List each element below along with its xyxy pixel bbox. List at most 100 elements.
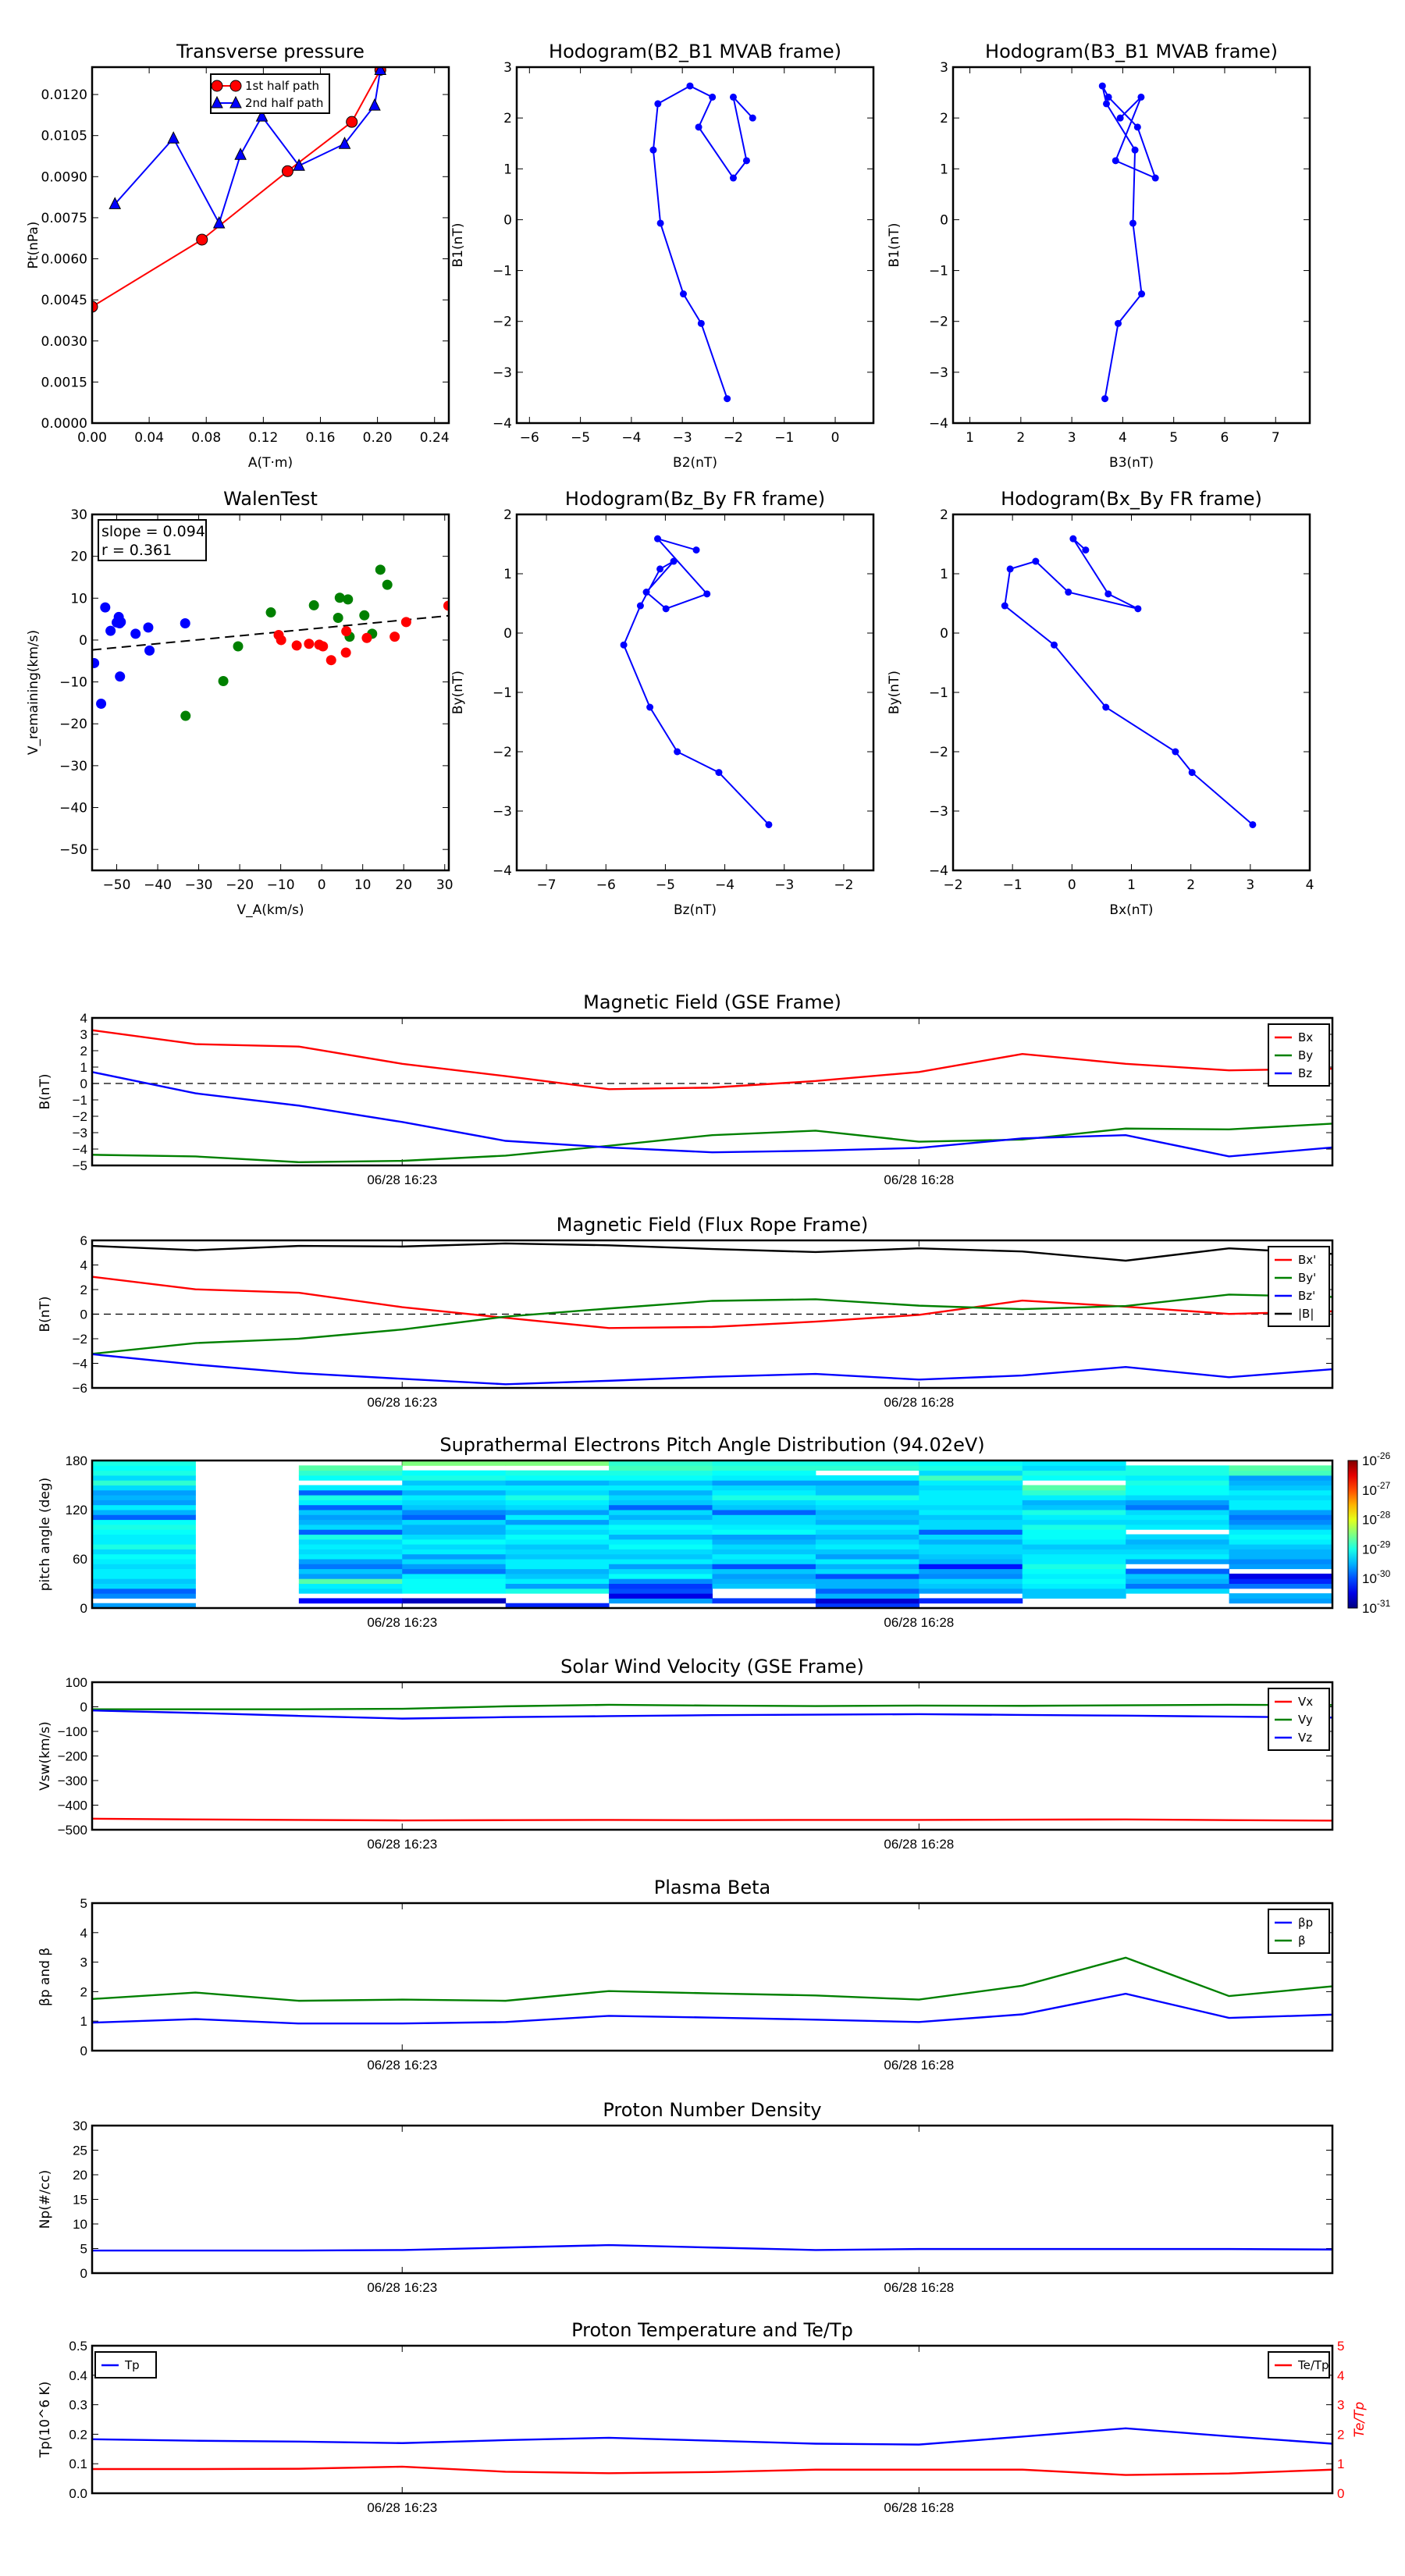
y-right-tick-label: 5 <box>1337 2339 1344 2354</box>
heatmap-cell <box>712 1489 816 1496</box>
data-point <box>229 80 242 92</box>
data-point <box>1065 589 1072 596</box>
heatmap-cell <box>712 1529 816 1535</box>
legend-label: By' <box>1298 1271 1316 1285</box>
data-point <box>709 93 717 101</box>
series-line <box>652 84 754 400</box>
heatmap-cell <box>1022 1495 1126 1500</box>
y-tick-label: −1 <box>929 685 948 701</box>
data-point <box>1112 157 1119 165</box>
heatmap-cell <box>919 1598 1023 1604</box>
data-point <box>1001 602 1008 610</box>
chart-proton-density: Proton Number Density 06/28 16:23 06/28 16… <box>37 2099 1334 2295</box>
x-tick-label: 10 <box>354 877 372 893</box>
chart-title: Hodogram(B2_B1 MVAB frame) <box>549 41 841 62</box>
legend-label: Vy <box>1298 1713 1313 1727</box>
data-point <box>692 546 700 554</box>
series-line <box>1101 85 1157 399</box>
y-tick-label: −300 <box>58 1774 87 1788</box>
y-tick-label: 30 <box>70 507 87 523</box>
x-tick-label: 06/28 16:23 <box>367 1837 437 1852</box>
y-tick-label: 0.0090 <box>41 169 87 185</box>
plot-frame <box>951 513 1311 872</box>
data-point <box>1172 748 1179 756</box>
y-tick-label: 0.0120 <box>41 87 87 103</box>
chart-magnetic-field-gse: Magnetic Field (GSE Frame) 06/28 16:23 06/… <box>37 991 1334 1187</box>
heatmap-cell <box>609 1559 713 1564</box>
heatmap-cell <box>298 1568 403 1574</box>
heatmap-cell <box>298 1489 403 1496</box>
y-tick-label: −2 <box>929 315 948 330</box>
heatmap-cell <box>92 1603 196 1609</box>
heatmap-cell <box>609 1519 713 1525</box>
data-point <box>703 590 711 598</box>
x-tick-label: 4 <box>1306 877 1314 893</box>
heatmap-cell <box>298 1500 403 1506</box>
heatmap-cell <box>92 1553 196 1560</box>
y-tick-label: 1 <box>503 162 512 177</box>
y-right-tick-label: 3 <box>1337 2398 1344 2413</box>
heatmap-cell <box>1229 1553 1333 1560</box>
colorbar-tick-label: 10-29 <box>1362 1539 1391 1557</box>
scatter-point <box>375 564 386 575</box>
x-tick-label: 0.16 <box>306 430 336 446</box>
plot-area <box>92 2427 1332 2476</box>
heatmap-cell <box>92 1578 196 1584</box>
plot-frame <box>91 1016 1334 1167</box>
heatmap-cell <box>919 1485 1023 1491</box>
heatmap-cell <box>402 1485 507 1491</box>
heatmap-cell <box>815 1504 919 1510</box>
heatmap-cell <box>1126 1514 1230 1521</box>
heatmap-cell <box>402 1480 507 1485</box>
heatmap-cell <box>298 1495 403 1500</box>
y-tick-label: −30 <box>59 759 87 774</box>
heatmap-cell <box>505 1524 610 1530</box>
heatmap-cell <box>815 1489 919 1496</box>
y-tick-label: 0.0105 <box>41 129 87 144</box>
heatmap-cell <box>712 1578 816 1584</box>
y-tick-label: 10 <box>73 2217 87 2232</box>
heatmap-cell <box>815 1583 919 1589</box>
series-line- <box>92 1956 1332 2002</box>
data-point <box>1249 820 1257 828</box>
data-point <box>1050 641 1058 649</box>
heatmap-cell <box>609 1573 713 1579</box>
data-point <box>338 137 351 149</box>
heatmap-cell <box>1126 1559 1230 1564</box>
heatmap-cell <box>505 1485 610 1491</box>
scatter-point <box>443 600 449 611</box>
heatmap-cell <box>815 1495 919 1500</box>
x-tick-label: −4 <box>715 877 735 893</box>
series-line-by <box>92 1293 1332 1355</box>
chart-title: Magnetic Field (Flux Rope Frame) <box>557 1214 868 1236</box>
heatmap-cell <box>712 1485 816 1491</box>
y-tick-label: 0 <box>79 633 87 649</box>
heatmap-cell <box>1022 1504 1126 1510</box>
heatmap-cell <box>1126 1573 1230 1579</box>
x-tick-label: 1 <box>1127 877 1136 893</box>
heatmap-cell <box>505 1559 610 1564</box>
scatter-point <box>180 710 191 721</box>
x-tick-label: 06/28 16:23 <box>367 1615 437 1630</box>
plot-area <box>92 67 387 313</box>
data-point <box>1098 82 1106 90</box>
data-point <box>293 158 305 171</box>
heatmap-cell <box>402 1544 507 1550</box>
data-point <box>674 748 681 756</box>
heatmap-cell <box>402 1578 507 1584</box>
y-tick-label: 20 <box>70 550 87 565</box>
y-tick-label: 1 <box>940 567 948 582</box>
data-point <box>1102 703 1110 711</box>
chart-title: Transverse pressure <box>176 41 365 62</box>
colorbar: 10-31 10-30 10-29 10-28 10-27 10-26 <box>1347 1450 1391 1616</box>
y-tick-label: −1 <box>929 264 948 279</box>
series-line-bz <box>92 1353 1332 1386</box>
y-tick-label: 0 <box>940 626 948 642</box>
heatmap-cell <box>609 1544 713 1550</box>
y-axis-label: V_remaining(km/s) <box>26 630 41 755</box>
heatmap-cell <box>402 1524 507 1530</box>
heatmap-cell <box>92 1519 196 1525</box>
x-tick-label: 06/28 16:28 <box>884 2280 954 2295</box>
y-axis-label: By(nT) <box>887 671 902 714</box>
colorbar-gradient <box>1347 1460 1358 1609</box>
